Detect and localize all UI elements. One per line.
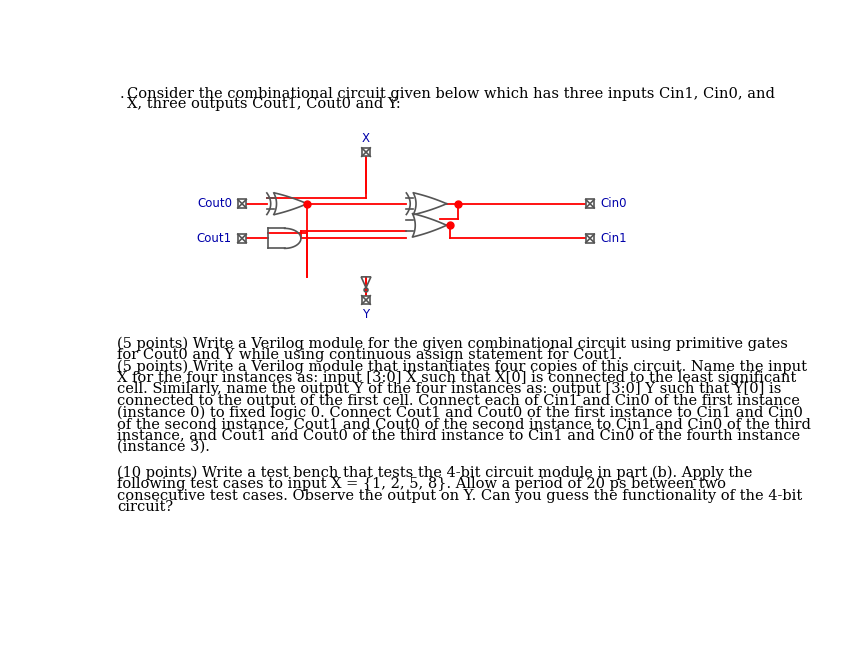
Text: X for the four instances as: input [3:0] X such that X[0] is connected to the le: X for the four instances as: input [3:0]… xyxy=(117,371,796,384)
Text: (instance 3).: (instance 3). xyxy=(117,440,210,454)
Text: of the second instance, Cout1 and Cout0 of the second instance to Cin1 and Cin0 : of the second instance, Cout1 and Cout0 … xyxy=(117,417,810,431)
Text: Consider the combinational circuit given below which has three inputs Cin1, Cin0: Consider the combinational circuit given… xyxy=(127,87,774,101)
Bar xyxy=(585,199,593,208)
Text: (5 points) Write a Verilog module for the given combinational circuit using prim: (5 points) Write a Verilog module for th… xyxy=(117,336,787,350)
Text: X, three outputs Cout1, Cout0 and Y:: X, three outputs Cout1, Cout0 and Y: xyxy=(127,97,401,111)
Text: instance, and Cout1 and Cout0 of the third instance to Cin1 and Cin0 of the four: instance, and Cout1 and Cout0 of the thi… xyxy=(117,429,799,443)
Bar xyxy=(361,296,370,304)
Text: .: . xyxy=(120,87,128,101)
Text: X: X xyxy=(361,132,370,145)
Text: Cout0: Cout0 xyxy=(197,197,231,210)
Text: Cin1: Cin1 xyxy=(599,232,626,245)
Text: for Cout0 and Y while using continuous assign statement for Cout1.: for Cout0 and Y while using continuous a… xyxy=(117,348,622,362)
Bar xyxy=(237,234,246,243)
Text: (5 points) Write a Verilog module that instantiates four copies of this circuit.: (5 points) Write a Verilog module that i… xyxy=(117,359,806,374)
Text: Y: Y xyxy=(362,308,369,321)
Text: circuit?: circuit? xyxy=(117,500,173,514)
Text: (10 points) Write a test bench that tests the 4-bit circuit module in part (b). : (10 points) Write a test bench that test… xyxy=(117,466,752,480)
Text: Cin0: Cin0 xyxy=(599,197,626,210)
Text: (instance 0) to fixed logic 0. Connect Cout1 and Cout0 of the first instance to : (instance 0) to fixed logic 0. Connect C… xyxy=(117,405,802,420)
Bar xyxy=(585,234,593,243)
Bar xyxy=(237,199,246,208)
Text: consecutive test cases. Observe the output on Y. Can you guess the functionality: consecutive test cases. Observe the outp… xyxy=(117,488,802,503)
Text: Cout1: Cout1 xyxy=(197,232,231,245)
Text: connected to the output of the first cell. Connect each of Cin1 and Cin0 of the : connected to the output of the first cel… xyxy=(117,394,799,408)
Text: following test cases to input X = {1, 2, 5, 8}. Allow a period of 20 ps between : following test cases to input X = {1, 2,… xyxy=(117,477,725,491)
Text: cell. Similarly, name the output Y of the four instances as: output [3:0] Y such: cell. Similarly, name the output Y of th… xyxy=(117,382,781,397)
Bar xyxy=(361,148,370,156)
